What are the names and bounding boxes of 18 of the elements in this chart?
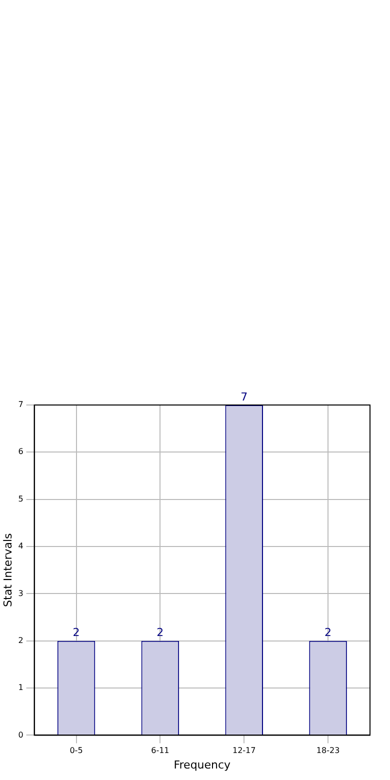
y-tick-label: 6 xyxy=(18,447,24,456)
data-label: 7 xyxy=(240,390,248,404)
y-tick-label: 2 xyxy=(18,636,24,645)
x-tick-label: 12-17 xyxy=(232,746,256,756)
data-label: 2 xyxy=(72,626,80,640)
x-tick-label: 18-23 xyxy=(316,746,340,756)
x-tick-label: 6-11 xyxy=(151,746,170,756)
data-label: 2 xyxy=(324,626,332,640)
y-axis-title: Stat Intervals xyxy=(1,532,14,607)
y-tick-label: 0 xyxy=(18,730,24,740)
y-tick-label: 3 xyxy=(18,588,24,598)
data-label: 2 xyxy=(156,626,164,640)
y-tick-label: 5 xyxy=(18,494,24,504)
y-tick-label: 1 xyxy=(18,683,24,692)
y-tick-label: 7 xyxy=(18,400,24,410)
x-tick-label: 0-5 xyxy=(70,746,83,756)
y-tick-label: 4 xyxy=(18,542,24,551)
x-axis-title: Frequency xyxy=(174,758,232,772)
